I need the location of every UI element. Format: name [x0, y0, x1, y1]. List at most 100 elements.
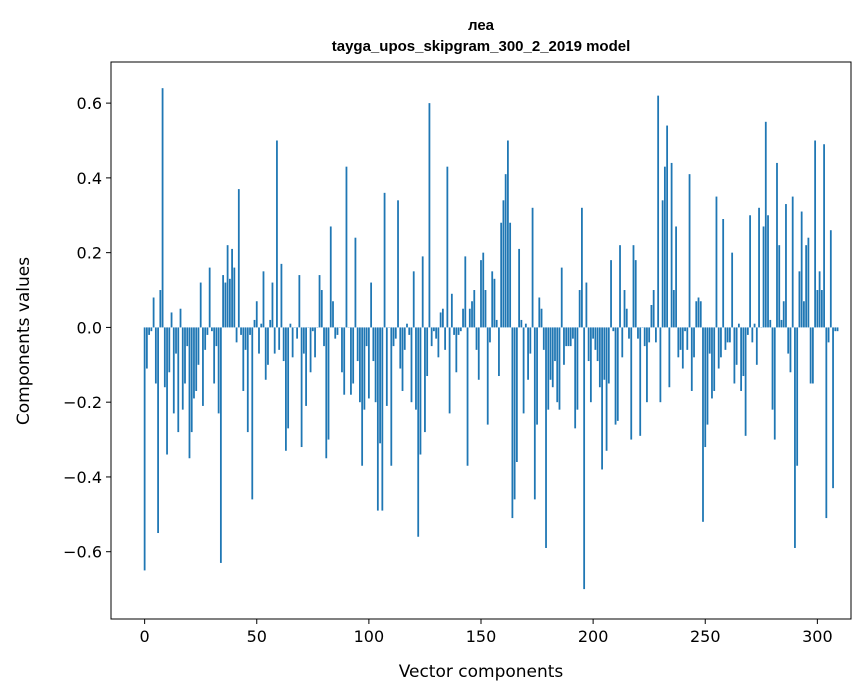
bar-44: [242, 327, 245, 391]
bar-61: [280, 263, 283, 328]
bar-177: [540, 308, 543, 328]
bar-39: [231, 248, 233, 328]
bar-93: [352, 327, 355, 384]
bar-160: [502, 200, 505, 328]
bar-49: [253, 319, 256, 328]
bar-31: [213, 327, 216, 384]
bar-287: [787, 327, 790, 354]
bar-100: [367, 327, 370, 399]
bar-122: [417, 327, 420, 537]
bar-167: [518, 248, 521, 328]
bar-66: [291, 327, 294, 358]
bar-205: [603, 327, 606, 380]
bar-308: [834, 327, 837, 332]
bar-29: [208, 267, 211, 328]
bar-219: [634, 260, 637, 328]
bar-241: [684, 327, 686, 332]
bar-170: [524, 323, 527, 328]
bar-182: [551, 327, 554, 388]
bar-282: [776, 162, 778, 328]
bar-279: [769, 319, 772, 328]
bar-243: [688, 174, 691, 328]
bar-20: [188, 327, 191, 459]
bar-135: [446, 166, 449, 328]
bar-209: [612, 327, 615, 332]
bar-136: [448, 327, 451, 414]
bar-175: [536, 327, 538, 425]
bar-40: [233, 267, 236, 328]
bar-84: [332, 301, 334, 328]
bar-249: [702, 327, 704, 522]
bar-172: [529, 327, 532, 354]
bar-99: [365, 327, 368, 347]
bar-137: [450, 293, 453, 328]
bar-230: [659, 327, 662, 403]
bar-41: [235, 327, 238, 343]
bar-96: [359, 327, 361, 403]
bar-149: [477, 327, 480, 380]
bar-178: [542, 327, 545, 350]
bar-257: [720, 327, 722, 358]
bar-246: [695, 301, 698, 328]
bar-76: [314, 327, 316, 358]
bar-65: [289, 323, 292, 328]
bar-9: [163, 327, 166, 388]
bar-157: [495, 319, 498, 328]
bar-88: [341, 327, 343, 373]
bar-206: [605, 327, 608, 451]
bar-216: [628, 327, 630, 339]
bar-17: [181, 327, 184, 410]
bar-255: [715, 196, 718, 328]
bar-24: [197, 327, 200, 365]
bar-204: [601, 327, 603, 470]
bar-148: [475, 327, 478, 350]
bar-270: [749, 215, 751, 328]
bar-199: [589, 327, 592, 403]
bar-201: [594, 327, 597, 350]
bar-242: [686, 327, 689, 350]
bar-265: [737, 323, 740, 328]
bar-6: [157, 327, 159, 534]
bar-254: [713, 327, 716, 391]
bar-187: [563, 327, 565, 365]
bar-38: [228, 278, 231, 328]
bar-22: [193, 327, 195, 399]
bar-48: [251, 327, 254, 500]
bar-18: [184, 327, 186, 384]
bar-79: [320, 290, 323, 328]
bar-238: [677, 327, 680, 358]
bar-139: [455, 327, 458, 373]
bar-127: [428, 103, 431, 328]
bar-297: [809, 327, 812, 384]
bar-98: [363, 327, 366, 410]
bar-264: [735, 327, 738, 365]
bar-14: [175, 327, 177, 354]
bar-2: [148, 327, 151, 335]
bar-212: [619, 245, 621, 328]
bar-151: [482, 252, 485, 328]
bar-229: [657, 95, 660, 328]
bar-174: [533, 327, 536, 500]
y-tick-label: 0.4: [77, 169, 102, 188]
bar-56: [269, 319, 272, 328]
bar-266: [740, 327, 743, 391]
bar-259: [724, 327, 727, 350]
bar-239: [679, 327, 682, 350]
bar-285: [782, 301, 785, 328]
bar-159: [500, 222, 503, 328]
bar-245: [693, 327, 695, 358]
y-axis-ticks: −0.6 −0.4 −0.2 0.0 0.2 0.4 0.6: [63, 94, 111, 562]
bar-30: [211, 327, 213, 332]
bar-11: [168, 327, 171, 373]
bar-298: [811, 327, 814, 384]
bar-19: [186, 327, 189, 347]
bar-59: [276, 140, 278, 328]
bar-228: [655, 327, 657, 343]
bar-25: [199, 282, 202, 328]
bar-132: [439, 312, 442, 328]
bar-273: [755, 327, 758, 365]
bar-225: [648, 327, 651, 343]
bar-269: [746, 327, 749, 335]
bar-80: [323, 327, 325, 347]
bar-248: [699, 301, 702, 328]
